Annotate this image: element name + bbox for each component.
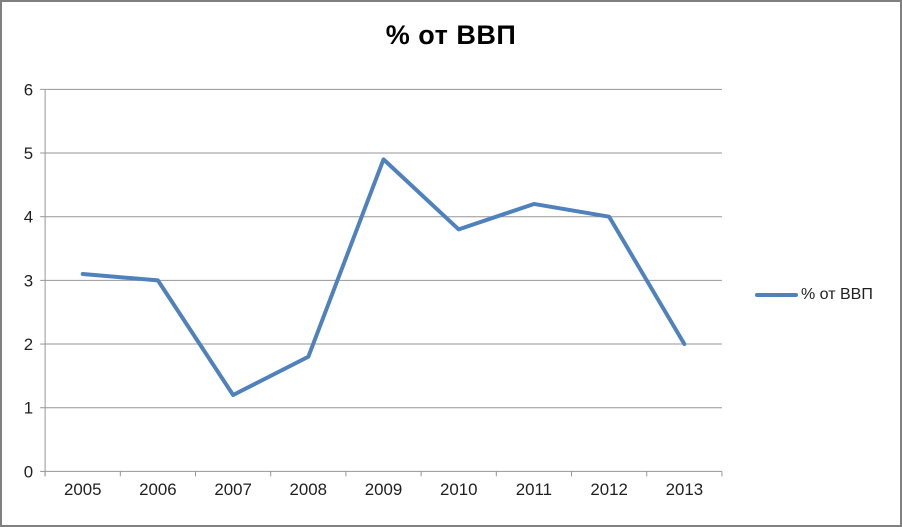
- legend-line-sample-icon: [755, 293, 798, 297]
- y-axis-label: 0: [24, 462, 33, 481]
- x-axis-label: 2006: [139, 480, 177, 499]
- x-axis-label: 2005: [64, 480, 102, 499]
- y-axis-label: 6: [24, 80, 33, 99]
- y-axis-label: 3: [24, 271, 33, 290]
- x-axis-label: 2012: [590, 480, 628, 499]
- legend: % от ВВП: [755, 286, 873, 304]
- data-series-line: [80, 157, 687, 397]
- x-axis-label: 2008: [290, 480, 328, 499]
- y-axis-label: 2: [24, 335, 33, 354]
- x-axis-label: 2009: [365, 480, 403, 499]
- legend-label: % от ВВП: [801, 286, 873, 303]
- y-axis-label: 4: [24, 208, 33, 227]
- chart-title: % от ВВП: [385, 20, 517, 50]
- x-axis-label: 2010: [440, 480, 478, 499]
- x-axis-label: 2007: [214, 480, 252, 499]
- y-axis-label: 5: [24, 144, 33, 163]
- y-axis-label: 1: [24, 399, 33, 418]
- x-axis-label: 2013: [666, 480, 704, 499]
- x-axis-label: 2011: [516, 480, 552, 499]
